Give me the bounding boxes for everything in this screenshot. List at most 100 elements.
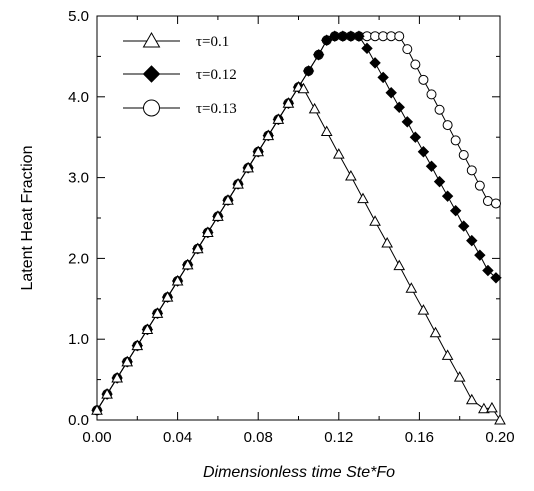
data-point	[312, 49, 325, 61]
y-tick-label: 2.0	[68, 250, 89, 267]
data-point	[449, 205, 462, 217]
data-point	[361, 42, 373, 55]
series-line	[96, 86, 501, 421]
data-point	[111, 371, 123, 383]
data-point	[490, 272, 502, 284]
data-point	[272, 113, 285, 124]
data-point	[434, 104, 445, 115]
data-point	[141, 323, 154, 335]
data-point	[101, 388, 113, 399]
y-tick-label: 5.0	[68, 8, 89, 25]
data-point	[302, 65, 315, 77]
series-line	[96, 35, 497, 411]
data-point	[308, 102, 321, 114]
data-point	[131, 339, 144, 351]
legend-marker	[142, 65, 161, 83]
x-tick-label: 0.00	[82, 429, 111, 446]
x-tick-label: 0.20	[485, 429, 514, 446]
data-point	[405, 282, 418, 293]
y-axis-title: Latent Heat Fraction	[19, 146, 36, 291]
data-point	[394, 31, 405, 42]
x-tick-label: 0.08	[244, 429, 273, 446]
data-point	[486, 401, 498, 413]
data-point	[417, 304, 430, 315]
data-point	[222, 194, 234, 205]
legend-marker	[143, 99, 160, 117]
data-point	[282, 97, 295, 108]
series-line	[96, 35, 497, 411]
data-point	[494, 413, 506, 425]
data-point	[474, 249, 486, 261]
y-tick-label: 4.0	[68, 89, 89, 106]
legend-label: τ=0.1	[196, 34, 229, 50]
data-point	[478, 402, 490, 414]
data-point	[345, 169, 357, 181]
series-0	[91, 81, 506, 425]
data-point	[458, 149, 469, 160]
data-point	[450, 135, 461, 146]
data-point	[345, 30, 357, 42]
data-point	[466, 234, 478, 247]
data-point	[161, 291, 174, 302]
data-point	[401, 116, 414, 128]
data-point	[91, 404, 103, 415]
data-point	[321, 34, 333, 46]
data-point	[426, 89, 437, 100]
data-point	[297, 82, 310, 94]
data-point	[353, 30, 365, 42]
legend-label: τ=0.12	[196, 67, 237, 83]
data-point	[191, 242, 204, 254]
x-tick-label: 0.04	[163, 429, 192, 446]
legend: τ=0.1 τ=0.12 τ=0.13	[123, 31, 237, 117]
data-point	[442, 120, 453, 131]
data-point	[377, 71, 389, 84]
data-point	[381, 237, 394, 248]
data-point	[433, 175, 446, 188]
data-point	[385, 87, 397, 99]
data-point	[465, 393, 478, 405]
data-point	[320, 125, 333, 137]
x-tick-label: 0.16	[405, 429, 434, 446]
data-point	[402, 44, 413, 55]
data-point	[425, 160, 438, 172]
data-point	[417, 146, 430, 158]
data-point	[262, 129, 275, 141]
data-point	[329, 30, 341, 42]
data-point	[232, 178, 244, 189]
data-point	[482, 264, 494, 277]
data-point	[252, 145, 265, 157]
y-tick-label: 0.0	[68, 412, 89, 429]
data-point	[409, 131, 422, 143]
data-point	[369, 215, 381, 226]
x-axis-title: Dimensionless time Ste*Fo	[203, 464, 395, 481]
legend-label: τ=0.13	[196, 101, 237, 117]
data-point	[441, 349, 454, 360]
data-point	[418, 74, 429, 85]
data-point	[474, 180, 485, 191]
data-point	[410, 59, 421, 70]
x-tick-label: 0.12	[324, 429, 353, 446]
legend-marker	[142, 31, 161, 48]
data-point	[441, 190, 454, 202]
data-point	[181, 258, 194, 270]
data-point	[458, 220, 470, 232]
data-point	[332, 148, 345, 159]
data-point	[369, 57, 381, 69]
data-point	[357, 192, 369, 204]
data-point	[393, 259, 406, 271]
y-tick-label: 3.0	[68, 170, 89, 187]
data-point	[490, 198, 501, 209]
data-point	[429, 326, 442, 338]
data-point	[171, 274, 184, 286]
data-point	[453, 371, 466, 382]
axes: 0.00 0.04 0.08 0.12 0.16 0.20 0.0 1.0 2.0 3.0 4.0 5…	[68, 8, 514, 446]
data-point	[242, 161, 254, 173]
y-tick-label: 1.0	[68, 331, 89, 348]
data-point	[121, 355, 134, 367]
data-point	[393, 101, 405, 114]
data-point	[466, 165, 477, 176]
series-layer	[91, 30, 506, 425]
data-point	[151, 307, 164, 318]
